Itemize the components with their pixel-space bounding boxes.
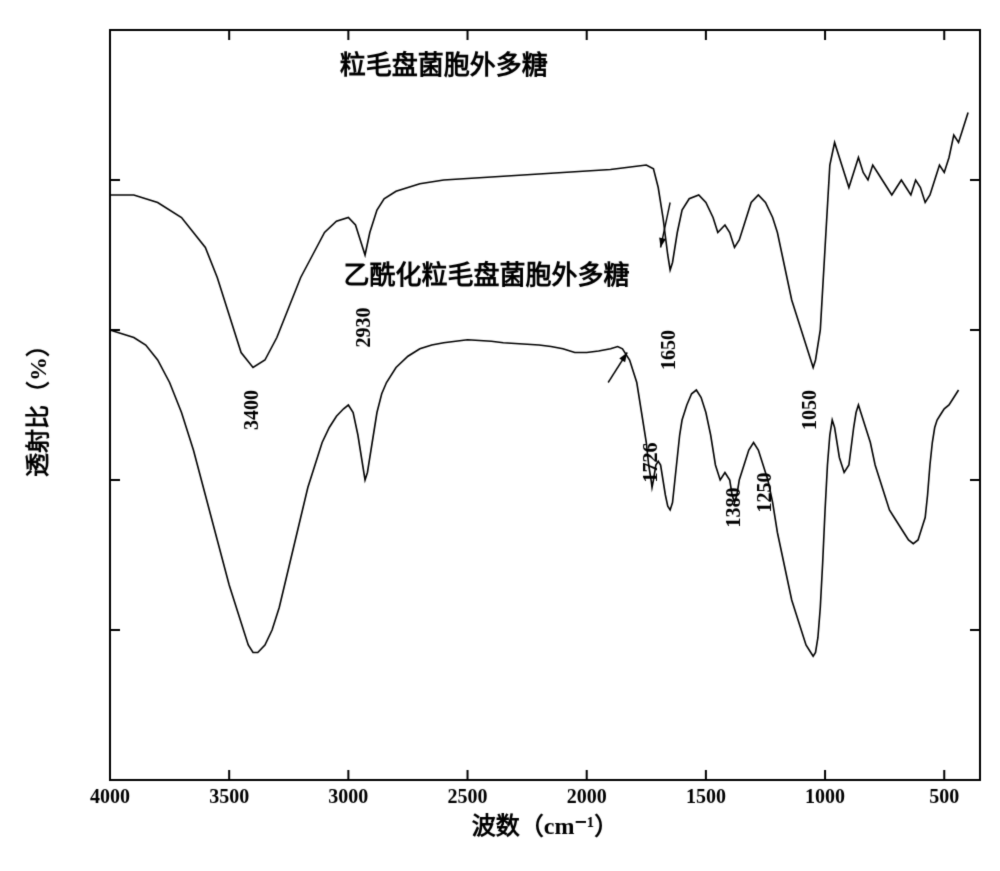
ir-spectrum-chart [0,0,1000,871]
